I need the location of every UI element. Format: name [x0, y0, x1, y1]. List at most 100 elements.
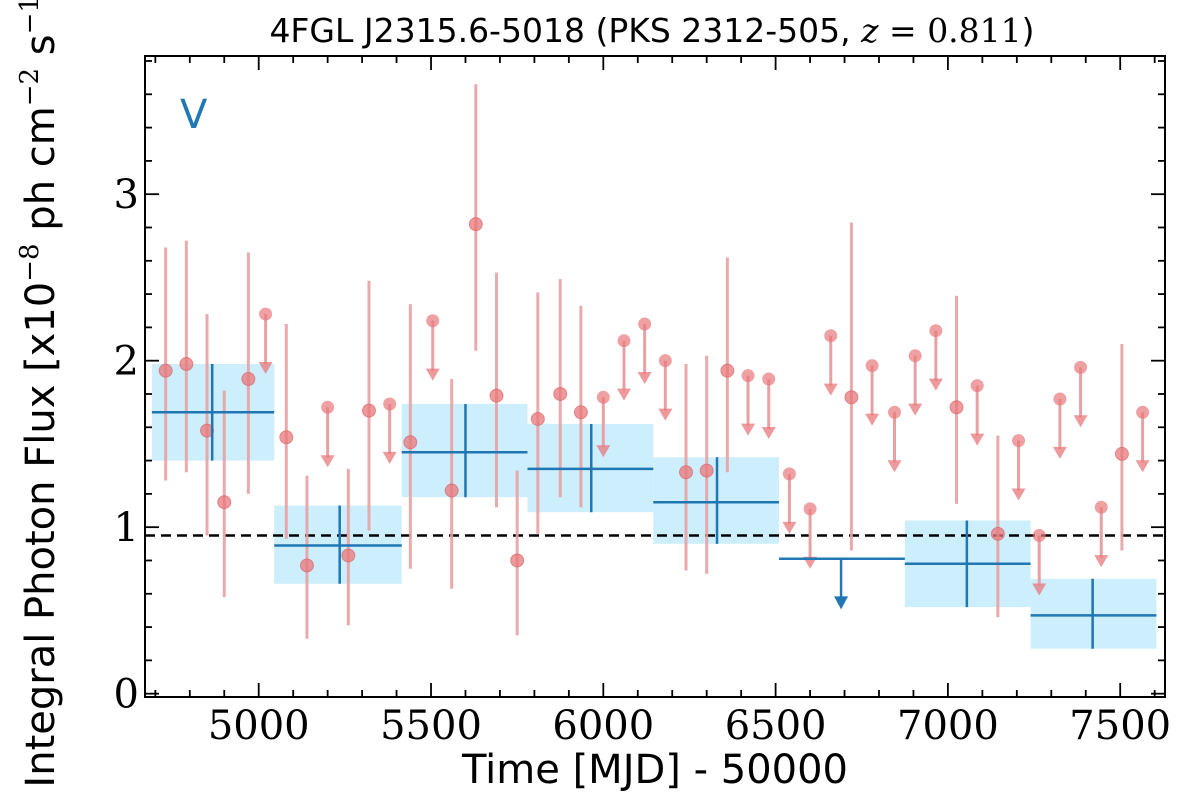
fine-ul-arrow-16: [928, 378, 943, 391]
fine-point-4: [241, 371, 256, 386]
x-tick-label-6000: 6000: [552, 703, 654, 749]
fine-ul-point-21: [1074, 360, 1088, 374]
y-tick-label-3: 3: [114, 172, 139, 218]
y-axis-label: Integral Photon Flux [x10−8 ph cm−2 s−1]: [15, 0, 64, 788]
fine-ul-point-12: [824, 329, 838, 343]
fine-ul-arrow-22: [1094, 555, 1109, 568]
plot-area: 5000 5500 6000 6500 7000 7500 0 1 2 3: [114, 55, 1171, 749]
fine-ul-arrow-9: [761, 426, 776, 439]
fine-ul-arrow-15: [908, 403, 923, 416]
fine-ul-point-8: [741, 369, 755, 383]
fine-point-13: [510, 553, 525, 568]
fine-point-16: [573, 405, 588, 420]
fine-point-6: [299, 558, 314, 573]
fine-point-7: [341, 548, 356, 563]
fine-ul-point-9: [762, 372, 776, 386]
fine-ul-arrow-5: [616, 388, 631, 401]
y-tick-label-1: 1: [114, 505, 139, 551]
fine-ul-arrow-14: [887, 460, 902, 473]
fine-point-12: [489, 388, 504, 403]
x-tick-label-5500: 5500: [380, 703, 482, 749]
x-tick-label-5000: 5000: [208, 703, 310, 749]
y-axis-label-base: Integral Photon Flux [x10: [18, 282, 64, 788]
fine-point-5: [279, 430, 294, 445]
x-tick-label-7000: 7000: [897, 703, 999, 749]
fine-ul-arrow-10: [782, 521, 797, 534]
fine-ul-point-1: [321, 400, 335, 414]
fine-ul-point-13: [865, 359, 879, 373]
fine-ul-point-11: [803, 502, 817, 516]
fine-ul-point-2: [383, 397, 397, 411]
fine-ul-point-10: [782, 467, 796, 481]
fine-point-18: [699, 463, 714, 478]
y-axis-label-mid2: s: [18, 34, 64, 68]
fine-point-23: [1114, 446, 1129, 461]
fine-ul-arrow-20: [1052, 446, 1067, 459]
fine-ul-point-7: [658, 354, 672, 368]
fine-point-17: [679, 465, 694, 480]
fine-point-8: [361, 403, 376, 418]
fine-ul-arrow-2: [382, 451, 397, 464]
fine-point-1: [179, 357, 194, 372]
fine-ul-arrow-19: [1032, 583, 1047, 596]
fine-point-3: [217, 495, 232, 510]
fine-ul-arrow-23: [1135, 460, 1150, 473]
chart-title: 4FGL J2315.6-5018 (PKS 2312-505, z = 0.8…: [269, 11, 1034, 50]
fine-ul-point-22: [1094, 500, 1108, 514]
chart-title-z: z: [860, 11, 879, 50]
fine-ul-point-20: [1053, 392, 1067, 406]
chart-title-prefix: 4FGL J2315.6-5018 (PKS 2312-505,: [269, 11, 861, 50]
fine-ul-point-0: [259, 307, 273, 321]
fine-ul-point-5: [617, 334, 631, 348]
fine-ul-point-6: [638, 317, 652, 331]
fine-point-21: [949, 400, 964, 415]
chart-title-eq: =: [879, 11, 928, 50]
fine-ul-point-3: [426, 314, 440, 328]
fine-ul-arrow-6: [637, 372, 652, 385]
plot-frame: [144, 55, 1166, 698]
fine-ul-point-19: [1032, 529, 1046, 543]
fine-ul-point-23: [1136, 405, 1150, 419]
fine-ul-arrow-18: [1011, 488, 1026, 501]
x-axis-label: Time [MJD] - 50000: [461, 747, 848, 793]
fine-point-20: [844, 390, 859, 405]
fine-ul-arrow-17: [970, 433, 985, 446]
fine-point-9: [403, 435, 418, 450]
fine-ul-arrow-12: [823, 383, 838, 396]
fine-ul-arrow-0: [258, 362, 273, 375]
fine-point-10: [444, 483, 459, 498]
fine-ul-point-17: [970, 379, 984, 393]
y-axis-label-mid: ph cm: [18, 106, 64, 243]
fine-point-22: [990, 526, 1005, 541]
fine-ul-arrow-7: [658, 408, 673, 421]
fine-ul-point-16: [929, 324, 943, 338]
panel-tag: V: [180, 92, 208, 138]
coarse-ul-arrow-0: [834, 596, 849, 610]
chart-title-suffix: ): [1022, 11, 1035, 50]
y-tick-label-0: 0: [114, 672, 139, 718]
fine-ul-arrow-3: [425, 368, 440, 381]
fine-ul-point-14: [887, 405, 901, 419]
y-axis-label-exp3: −1: [15, 0, 45, 34]
fine-ul-arrow-13: [865, 413, 880, 426]
fine-point-0: [158, 363, 173, 378]
fine-point-15: [553, 386, 568, 401]
fine-ul-point-4: [596, 390, 610, 404]
y-axis-label-exp1: −8: [15, 243, 45, 281]
fine-point-14: [530, 411, 545, 426]
chart-title-z-value: 0.811: [927, 11, 1021, 50]
x-tick-label-6500: 6500: [725, 703, 827, 749]
fine-ul-arrow-21: [1073, 415, 1088, 428]
y-tick-label-2: 2: [114, 339, 139, 385]
x-tick-label-7500: 7500: [1069, 703, 1171, 749]
fine-point-2: [200, 423, 215, 438]
fine-ul-arrow-8: [741, 423, 756, 436]
fine-point-19: [720, 363, 735, 378]
fine-ul-point-15: [908, 349, 922, 363]
fine-point-11: [468, 217, 483, 232]
fine-ul-arrow-1: [320, 455, 335, 468]
fine-ul-point-18: [1012, 434, 1026, 448]
fine-ul-arrow-4: [596, 445, 611, 458]
y-axis-label-exp2: −2: [15, 68, 45, 106]
